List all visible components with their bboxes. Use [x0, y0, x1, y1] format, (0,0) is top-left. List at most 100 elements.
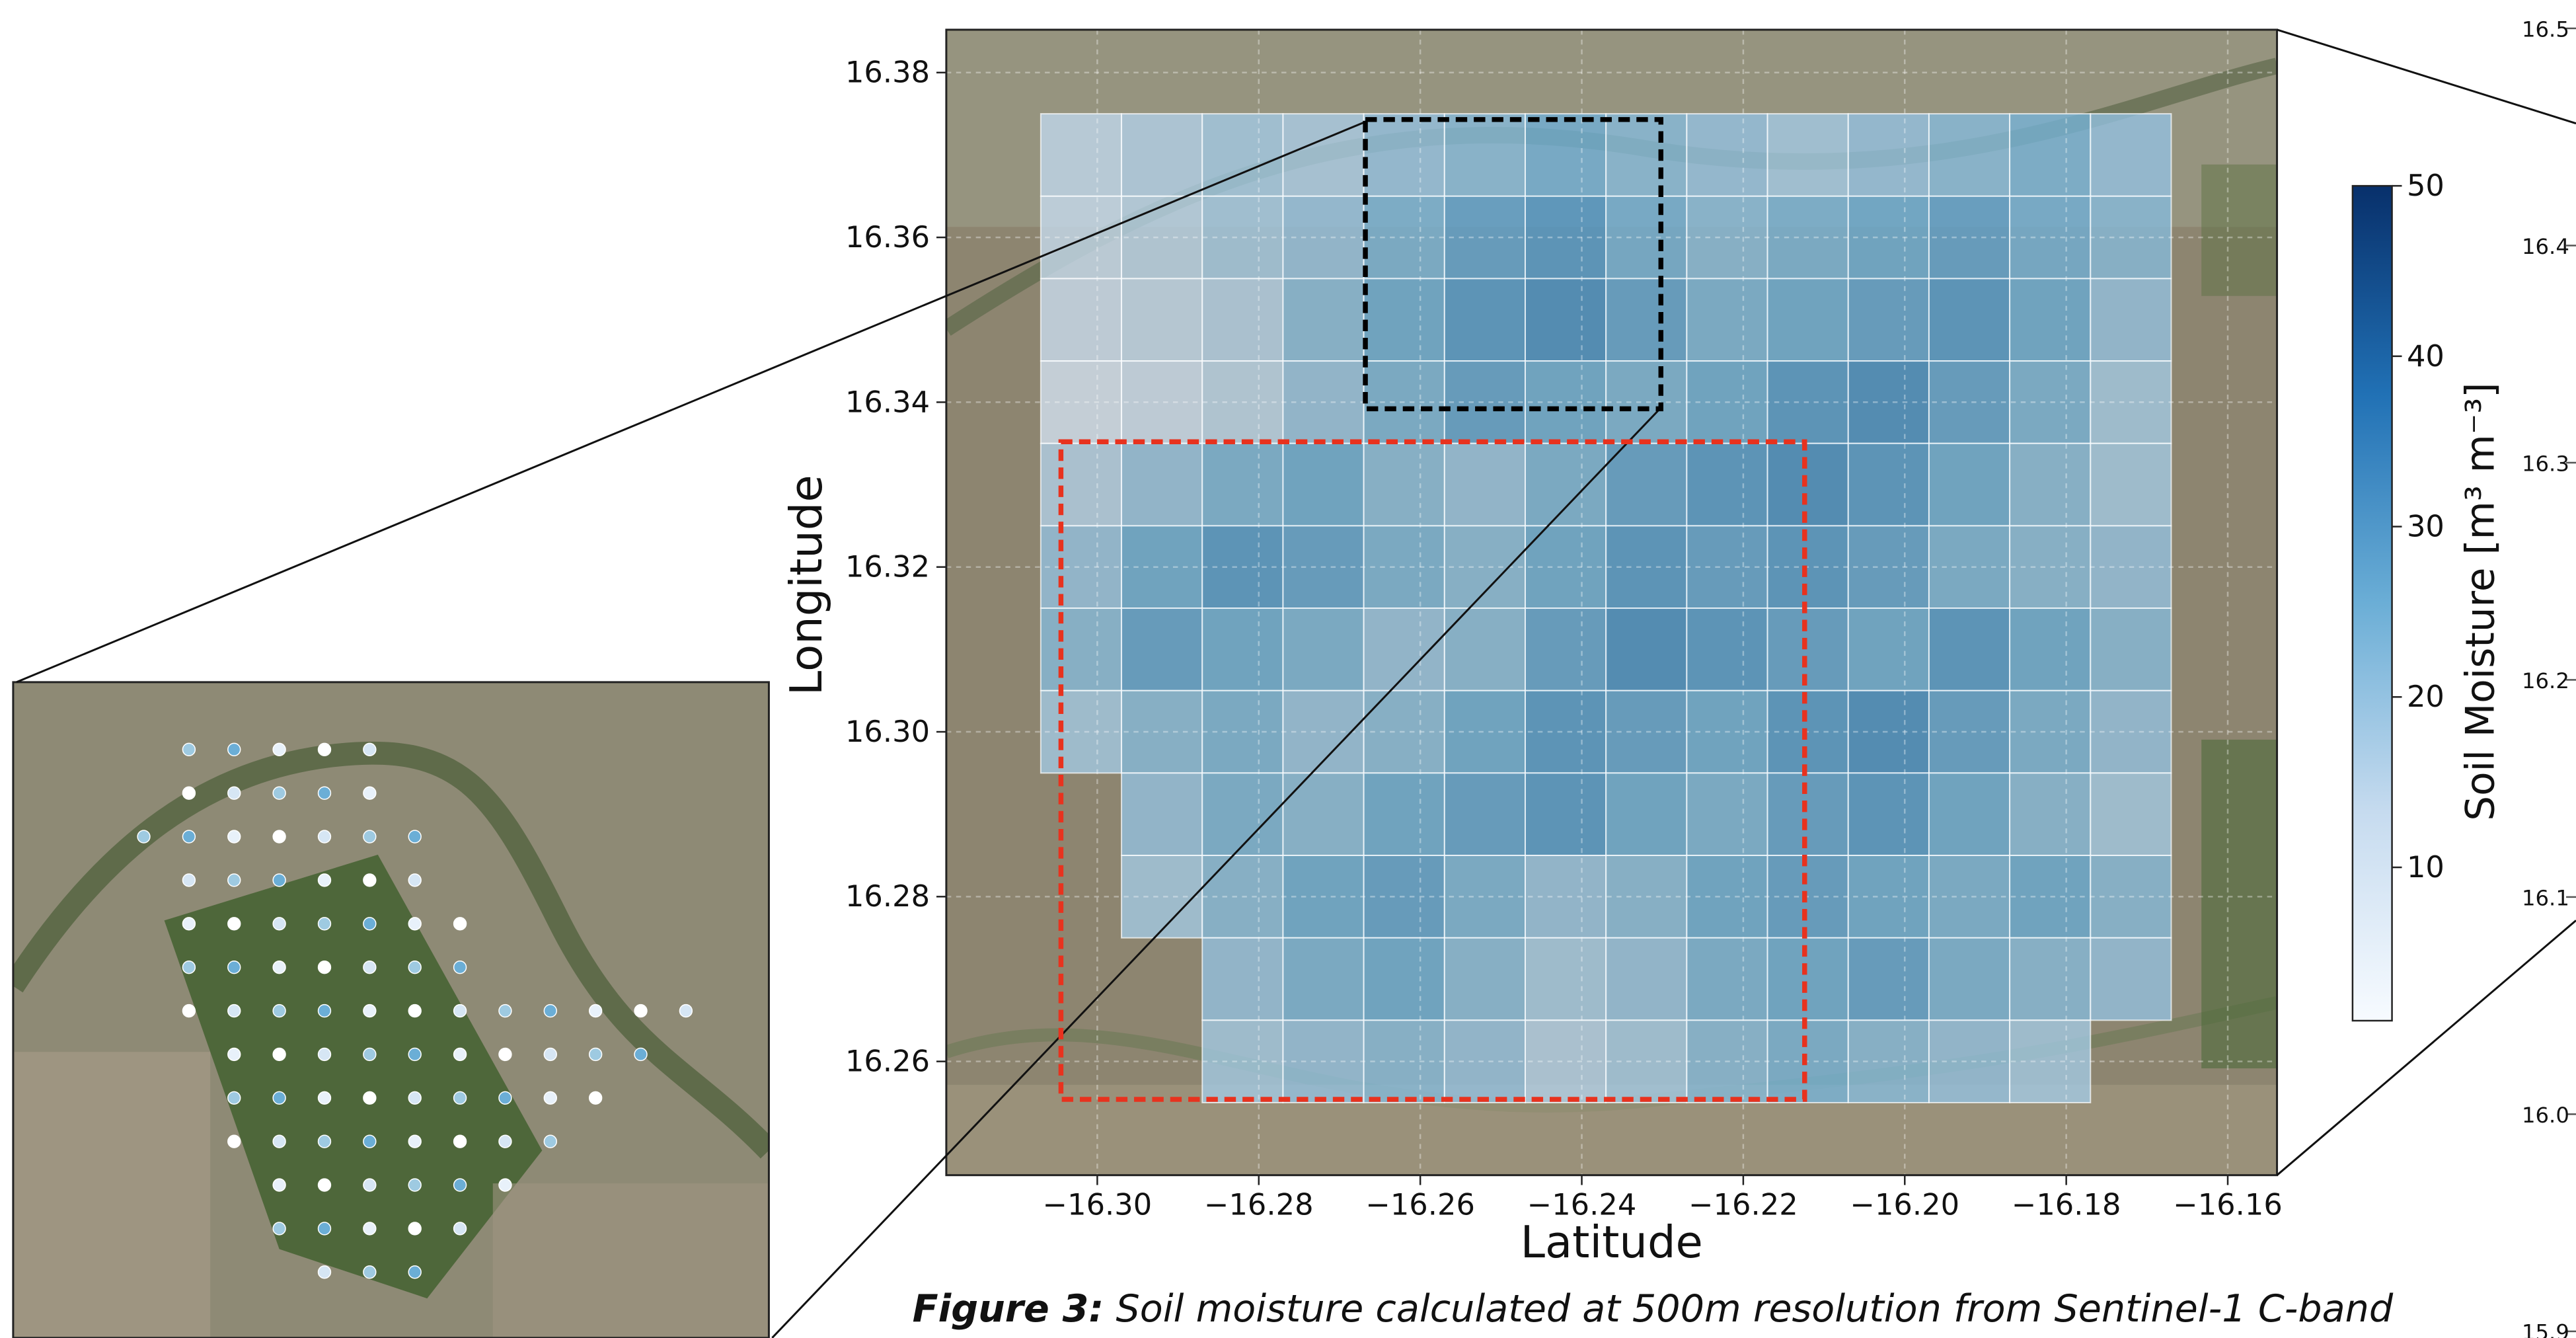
inset-point [228, 918, 241, 930]
inset-point [454, 1048, 467, 1061]
inset-point [319, 830, 331, 843]
heatmap-cell [1202, 608, 1283, 691]
heatmap-cell [2010, 114, 2090, 196]
colorbar-tick-label: 50 [2407, 168, 2444, 203]
heatmap-cell [1929, 278, 2010, 361]
heatmap-cell [1768, 114, 1848, 196]
inset-point [319, 961, 331, 974]
heatmap-cell [1768, 278, 1848, 361]
inset-point [679, 1005, 692, 1017]
colorbar-tick-label: 30 [2407, 508, 2444, 543]
heatmap-cell [1445, 278, 1525, 361]
heatmap-cell [1445, 691, 1525, 773]
inset-point [544, 1048, 556, 1061]
inset-point [589, 1048, 602, 1061]
y-tick-label: 16.26 [845, 1044, 930, 1079]
heatmap-cell [1525, 855, 1606, 938]
heatmap-cell [1121, 608, 1202, 691]
heatmap-cell [1606, 773, 1686, 855]
inset-point [182, 787, 195, 799]
heatmap-cell [1768, 773, 1848, 855]
heatmap-cell [1041, 361, 1121, 444]
inset-point [319, 787, 331, 799]
inset-point [408, 1091, 421, 1104]
y-tick-label: 16.28 [845, 879, 930, 914]
caption: Figure 3: Soil moisture calculated at 50… [913, 1287, 2394, 1331]
heatmap-cell [1929, 855, 2010, 938]
heatmap-cell [1525, 361, 1606, 444]
figure: −16.30−16.28−16.26−16.24−16.22−16.20−16.… [0, 0, 2576, 1338]
heatmap-cell [1445, 444, 1525, 526]
heatmap-cell [1525, 773, 1606, 855]
heatmap-cell [1686, 278, 1767, 361]
inset-point [273, 830, 285, 843]
heatmap-cell [2090, 608, 2171, 691]
inset-point [137, 830, 150, 843]
y-tick-label: 16.4 [2522, 234, 2569, 259]
inset-point [408, 1048, 421, 1061]
inset-point [228, 961, 241, 974]
x-tick-label: −16.28 [1204, 1187, 1314, 1222]
inset-point [319, 1091, 331, 1104]
inset-point [454, 1091, 467, 1104]
heatmap-cell [1041, 608, 1121, 691]
inset-point [544, 1091, 556, 1104]
inset-point [363, 1005, 376, 1017]
colorbar-tick-label: 10 [2407, 849, 2444, 885]
inset-point [273, 918, 285, 930]
heatmap-cell [1768, 938, 1848, 1021]
heatmap-cell [1121, 773, 1202, 855]
inset-point [319, 1005, 331, 1017]
inset-point [273, 787, 285, 799]
inset-point [182, 743, 195, 756]
heatmap-cell [1929, 526, 2010, 608]
heatmap-cell [1606, 278, 1686, 361]
x-axis-label: Latitude [1521, 1216, 1703, 1268]
heatmap-cell [1041, 196, 1121, 279]
inset-point [182, 1005, 195, 1017]
inset-point [228, 874, 241, 886]
heatmap-cell [1202, 444, 1283, 526]
inset-point [499, 1048, 511, 1061]
heatmap-cell [1848, 938, 1929, 1021]
heatmap-cell [1445, 773, 1525, 855]
x-tick-label: −16.30 [1043, 1187, 1153, 1222]
heatmap-cell [1364, 608, 1445, 691]
heatmap-cell [1445, 114, 1525, 196]
heatmap-cell [1121, 444, 1202, 526]
caption-text: Soil moisture calculated at 500m resolut… [1104, 1287, 2394, 1331]
heatmap-cell [1121, 114, 1202, 196]
heatmap-cell [1848, 278, 1929, 361]
heatmap-cell [2090, 444, 2171, 526]
inset-point [454, 1222, 467, 1235]
y-tick-label: 16.2 [2522, 668, 2569, 693]
inset-point [182, 830, 195, 843]
heatmap-cell [1121, 278, 1202, 361]
inset-point [228, 1135, 241, 1148]
heatmap-cell [1525, 608, 1606, 691]
y-tick-label: 16.34 [845, 384, 930, 419]
heatmap-cell [2010, 608, 2090, 691]
heatmap-cell [2010, 278, 2090, 361]
heatmap-cell [1041, 691, 1121, 773]
inset-point [228, 743, 241, 756]
inset-point [363, 1091, 376, 1104]
y-axis-label: Longitude [780, 475, 832, 695]
heatmap-cell [1041, 278, 1121, 361]
inset-point [273, 1135, 285, 1148]
inset-point [408, 1179, 421, 1191]
heatmap-cell [1364, 278, 1445, 361]
inset-point [408, 1005, 421, 1017]
heatmap-cell [1848, 773, 1929, 855]
y-tick-label: 16.38 [845, 55, 930, 90]
heatmap-cell [1445, 526, 1525, 608]
heatmap-cell [1525, 278, 1606, 361]
inset-point [363, 918, 376, 930]
inset-point [182, 961, 195, 974]
heatmap-cell [1525, 114, 1606, 196]
colorbar [2353, 186, 2392, 1021]
inset-point [273, 1005, 285, 1017]
inset-point [544, 1135, 556, 1148]
heatmap-cell [1202, 278, 1283, 361]
heatmap-cell [1202, 773, 1283, 855]
